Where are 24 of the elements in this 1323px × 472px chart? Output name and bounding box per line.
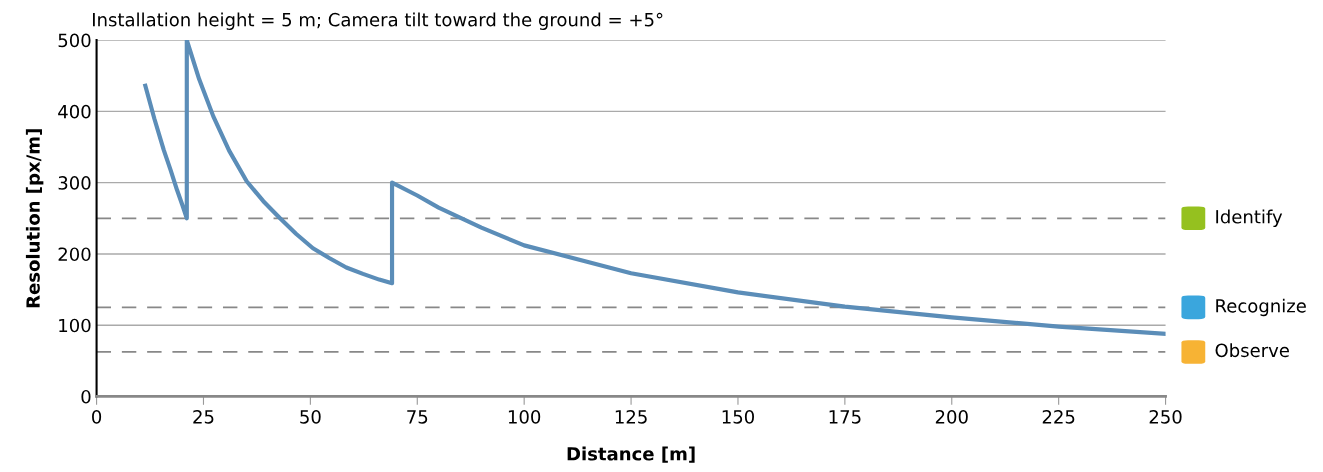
x-tick-label: 50 (300, 409, 321, 424)
ref-line-label: Identify (1216, 209, 1283, 228)
ref-line-label: Recognize (1216, 298, 1306, 317)
chart-title: Installation height = 5 m; Camera tilt toward the ground = +5° (93, 12, 663, 30)
x-tick-label: 0 (92, 409, 102, 424)
ref-line-label: Observe (1215, 343, 1289, 358)
x-tick-label: 100 (508, 409, 541, 424)
x-tick-label: 75 (407, 410, 428, 424)
x-tick-label: 175 (829, 410, 861, 424)
x-axis-title: Distance [m] (567, 446, 695, 463)
x-tick-label: 200 (935, 409, 968, 424)
line-series (143, 40, 1166, 336)
x-tick-label: 25 (193, 409, 214, 424)
y-axis-title: Resolution [px/m] (25, 129, 44, 308)
x-tick-label: 250 (1149, 409, 1182, 424)
y-tick-label: 500 (58, 33, 91, 48)
y-tick-label: 400 (58, 104, 91, 119)
y-tick-label: 0 (81, 389, 91, 404)
y-tick-label: 200 (58, 247, 91, 262)
x-tick-label: 225 (1042, 409, 1075, 424)
x-tick-label: 125 (615, 409, 647, 424)
y-tick-label: 300 (58, 176, 91, 190)
y-tick-label: 100 (59, 318, 91, 333)
x-tick-label: 150 (722, 409, 754, 424)
